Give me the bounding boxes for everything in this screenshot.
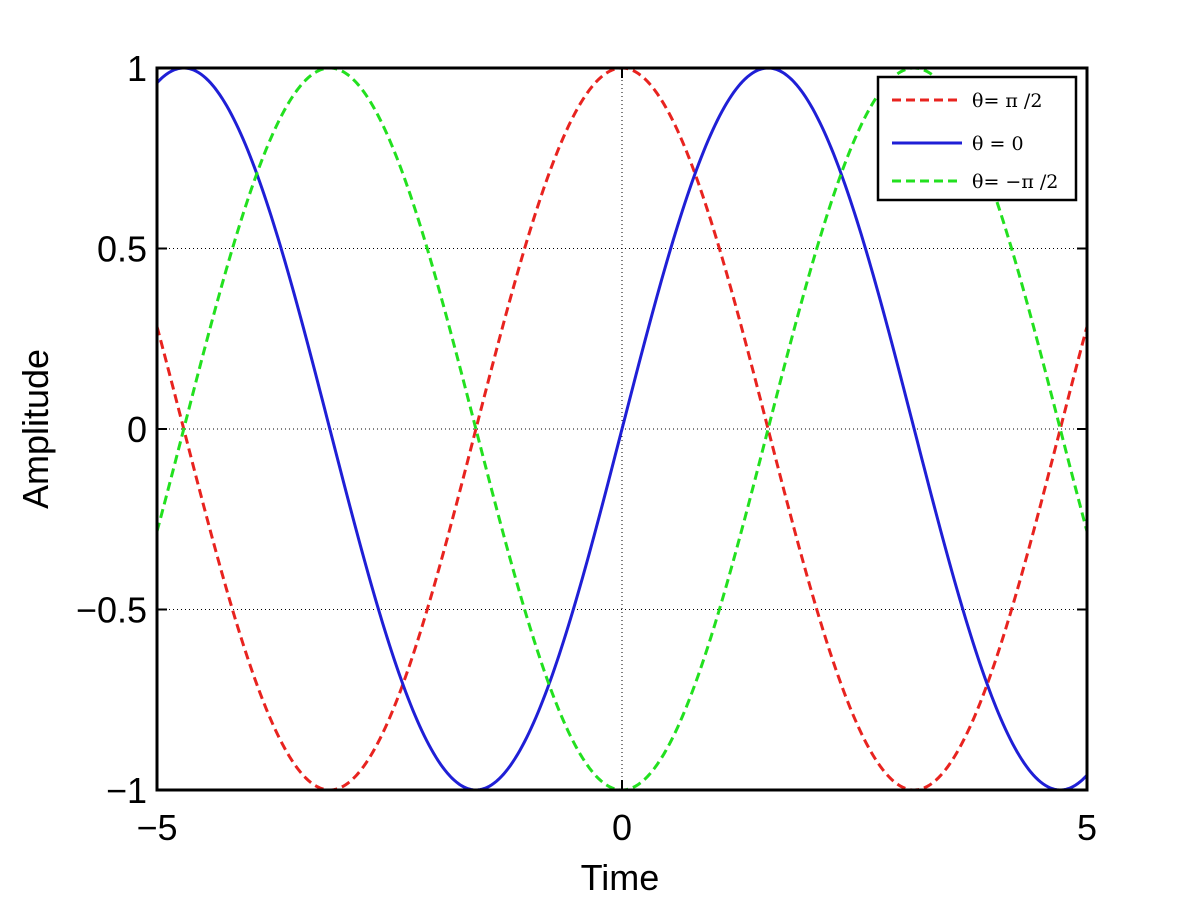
legend: θ= π /2 θ = 0 θ= −π /2	[876, 75, 1078, 202]
x-axis-label: Time	[581, 857, 660, 898]
x-tick-label: −5	[136, 807, 177, 848]
y-tick-label: 0.5	[97, 229, 147, 270]
legend-label-theta-pi-over-2: θ= π /2	[972, 90, 1042, 112]
y-axis-label: Amplitude	[15, 349, 56, 509]
y-tick-label: −1	[106, 770, 147, 811]
legend-label-theta-minus-pi-over-2: θ= −π /2	[972, 171, 1058, 193]
tick-labels: −5 0 5 −1 −0.5 0 0.5 1	[76, 48, 1097, 848]
y-tick-label: −0.5	[76, 590, 147, 631]
x-tick-label: 0	[612, 807, 632, 848]
y-tick-label: 0	[127, 409, 147, 450]
x-tick-label: 5	[1077, 807, 1097, 848]
y-tick-label: 1	[127, 48, 147, 89]
ticks	[156, 67, 1088, 791]
legend-label-theta-zero: θ = 0	[972, 133, 1024, 155]
series-line-theta-zero	[155, 66, 1089, 792]
